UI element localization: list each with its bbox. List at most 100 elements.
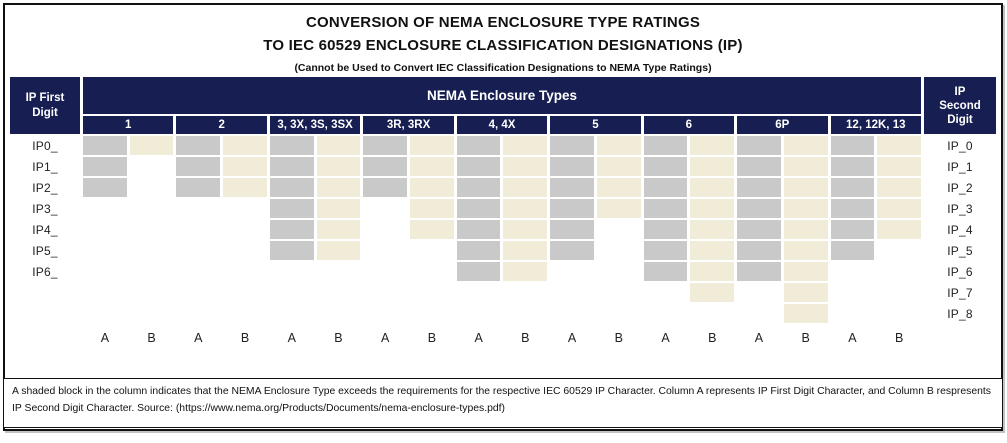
grid-cell <box>503 157 548 176</box>
grid-cell <box>503 178 548 197</box>
grid-cell <box>317 283 361 302</box>
nema-type-header: 3R, 3RX <box>363 116 454 134</box>
ip-first-digit-header-line: Digit <box>32 106 58 119</box>
grid-cell <box>503 199 548 218</box>
grid-cell <box>410 178 454 197</box>
grid-cell <box>877 241 921 260</box>
grid-cell <box>316 178 361 197</box>
sub-column-label-b: B <box>427 331 437 345</box>
nema-type-header: 6 <box>643 116 735 134</box>
grid-cell <box>223 283 267 302</box>
row-label-right: IP_3 <box>947 201 973 216</box>
grid-cell <box>737 304 781 323</box>
grid-cell <box>830 157 875 176</box>
grid-cell <box>410 220 454 239</box>
title-subtitle: (Cannot be Used to Convert IEC Classific… <box>294 62 712 74</box>
grid-cell <box>783 220 828 239</box>
grid-cell <box>550 220 594 239</box>
grid-cell <box>363 283 407 302</box>
sub-column-label-a: A <box>474 331 483 345</box>
grid-cell <box>83 199 127 218</box>
grid-cell <box>643 220 688 239</box>
grid-cell <box>410 283 454 302</box>
grid-cell <box>269 220 314 239</box>
grid-cell <box>877 283 921 302</box>
row-label-right: IP_6 <box>947 264 973 279</box>
grid-cell <box>457 304 501 323</box>
grid-cell <box>363 241 407 260</box>
grid-cell <box>176 241 220 260</box>
ip-second-digit-header-line: Second <box>939 99 981 112</box>
row-label-right: IP_7 <box>947 285 973 300</box>
grid-cell <box>783 241 828 260</box>
grid-cell <box>223 262 267 281</box>
grid-cell <box>83 178 127 197</box>
grid-cell <box>176 220 220 239</box>
grid-cell <box>550 304 594 323</box>
grid-cell <box>83 157 127 176</box>
grid-cell <box>130 178 174 197</box>
grid-cell <box>597 283 641 302</box>
grid-cell <box>83 220 127 239</box>
grid-cell <box>456 241 501 260</box>
grid-cell <box>503 304 547 323</box>
grid-cell <box>223 199 267 218</box>
grid-cell <box>410 136 454 155</box>
nema-type-header: 2 <box>176 116 267 134</box>
grid-cell <box>316 220 361 239</box>
grid-cell <box>317 262 361 281</box>
grid-cell <box>223 157 267 176</box>
grid-cell <box>690 220 735 239</box>
grid-cell <box>410 304 454 323</box>
grid-cell <box>690 157 735 176</box>
grid-cell <box>456 220 501 239</box>
grid-cell <box>503 220 548 239</box>
grid-cell <box>644 304 688 323</box>
grid-cell <box>643 178 688 197</box>
grid-cell <box>223 178 267 197</box>
grid-cell <box>690 199 735 218</box>
grid-cell <box>643 241 688 260</box>
title-block: CONVERSION OF NEMA ENCLOSURE TYPE RATING… <box>5 5 1001 74</box>
grid-cell <box>783 157 828 176</box>
ip-second-digit-header-line: IP <box>954 85 966 98</box>
ip-first-digit-header-line: IP First <box>25 91 65 104</box>
grid-cell <box>363 304 407 323</box>
nema-type-header: 5 <box>550 116 641 134</box>
grid-cell <box>270 262 314 281</box>
grid-cell <box>456 262 501 281</box>
grid-cell <box>596 178 641 197</box>
grid-cell <box>410 262 454 281</box>
row-label-right: IP_8 <box>947 306 973 321</box>
nema-type-header: 4, 4X <box>456 116 548 134</box>
grid-cell <box>176 283 220 302</box>
nema-type-header: 12, 12K, 13 <box>830 116 921 134</box>
grid-cell <box>877 220 921 239</box>
ip-first-digit-header: IP First Digit <box>10 77 80 134</box>
grid-cell <box>456 136 501 155</box>
grid-cell <box>690 241 735 260</box>
sub-column-label-b: B <box>801 331 810 345</box>
grid-cell <box>830 178 875 197</box>
row-label-right: IP_0 <box>947 138 973 153</box>
grid-cell <box>550 283 594 302</box>
title-line-2: TO IEC 60529 ENCLOSURE CLASSIFICATION DE… <box>263 37 743 54</box>
grid-cell <box>737 262 781 281</box>
grid-cell <box>877 136 921 155</box>
grid-cell <box>831 262 875 281</box>
grid-cell <box>596 136 641 155</box>
sub-column-label-b: B <box>521 331 530 345</box>
row-label-right: IP_2 <box>947 180 973 195</box>
row-label-right: IP_4 <box>947 222 973 237</box>
grid-cell <box>270 304 314 323</box>
grid-cell <box>130 220 174 239</box>
ip-second-digit-header-line: Digit <box>947 113 973 126</box>
grid-cell <box>176 304 220 323</box>
ip-second-digit-header: IP Second Digit <box>923 77 996 134</box>
grid-cell <box>83 136 127 155</box>
grid-cell <box>550 178 594 197</box>
nema-type-header: 6P <box>737 116 828 134</box>
grid-cell <box>457 283 501 302</box>
grid-cell <box>363 262 407 281</box>
grid-cell <box>316 241 361 260</box>
